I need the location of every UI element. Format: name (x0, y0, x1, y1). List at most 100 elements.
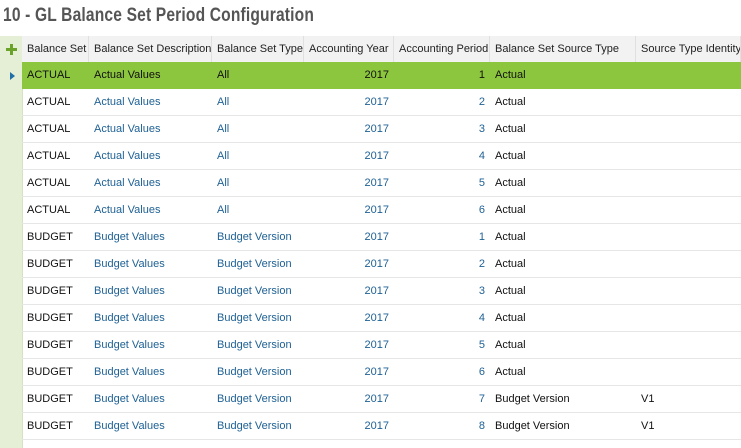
table-cell[interactable]: 1 (478, 231, 485, 243)
table-cell[interactable]: 3 (478, 123, 485, 135)
table-cell: Actual (495, 177, 526, 189)
table-row[interactable]: BUDGET Budget Values Budget Version 2017 6 Ac… (22, 359, 741, 386)
table-cell[interactable]: 3 (478, 285, 485, 297)
table-cell[interactable]: 4 (478, 150, 485, 162)
table-cell: Actual (495, 285, 526, 297)
table-cell: BUDGET (27, 339, 73, 351)
table-row[interactable]: ACTUAL Actual Values All 2017 6 Actual (22, 197, 741, 224)
table-row[interactable]: BUDGET Budget Values Budget Version 2017 8 Bu… (22, 413, 741, 440)
table-cell[interactable]: Actual Values (94, 123, 161, 135)
table-cell[interactable]: 2017 (364, 258, 389, 270)
table-cell[interactable]: Budget Values (94, 339, 165, 351)
header-row: Balance Set Balance Set Description Balanc… (22, 36, 741, 63)
table-row[interactable]: BUDGET Budget Values Budget Version 2017 4 Ac… (22, 305, 741, 332)
table-cell: All (217, 69, 230, 81)
table-cell[interactable]: 2017 (364, 366, 389, 378)
table-cell[interactable]: 2017 (364, 123, 389, 135)
table-cell[interactable]: Actual Values (94, 150, 161, 162)
table-row[interactable]: BUDGET Budget Values Budget Version 2017 2 Ac… (22, 251, 741, 278)
table-cell: Actual (495, 123, 526, 135)
page-title: 10 - GL Balance Set Period Configuration (3, 5, 315, 26)
table-cell[interactable]: Budget Values (94, 366, 165, 378)
table-cell: Actual (495, 96, 526, 108)
column-header[interactable]: Balance Set Type (212, 36, 304, 62)
table-row[interactable]: BUDGET Budget Values Budget Version 2017 1 Ac… (22, 224, 741, 251)
table-row[interactable]: BUDGET Budget Values Budget Version 2017 7 Bu… (22, 386, 741, 413)
table-cell: ACTUAL (27, 96, 71, 108)
column-header[interactable]: Balance Set Description (89, 36, 212, 62)
table-cell[interactable]: 8 (478, 420, 485, 432)
table-cell[interactable]: 2017 (364, 339, 389, 351)
table-cell[interactable]: Budget Version (217, 312, 292, 324)
table-cell[interactable]: 2017 (364, 150, 389, 162)
table-cell[interactable]: Budget Version (217, 258, 292, 270)
table-cell: ACTUAL (27, 69, 71, 81)
table-cell[interactable]: Budget Values (94, 420, 165, 432)
table-cell[interactable]: All (217, 177, 230, 189)
table-cell: Actual (495, 69, 526, 81)
table-row[interactable]: ACTUAL Actual Values All 2017 1 Actual (22, 62, 741, 89)
table-cell[interactable]: All (217, 204, 230, 216)
column-header[interactable]: Balance Set (22, 36, 89, 62)
table-cell[interactable]: 2017 (364, 204, 389, 216)
table-row[interactable]: ACTUAL Actual Values All 2017 3 Actual (22, 116, 741, 143)
table-cell[interactable]: 6 (478, 204, 485, 216)
add-row-button[interactable] (6, 44, 17, 55)
table-cell[interactable]: Budget Values (94, 393, 165, 405)
table-cell[interactable]: 2017 (364, 177, 389, 189)
table-row[interactable]: ACTUAL Actual Values All 2017 2 Actual (22, 89, 741, 116)
table-cell: Actual (495, 231, 526, 243)
table-cell[interactable]: 2017 (364, 420, 389, 432)
table-cell: Actual (495, 258, 526, 270)
table-row[interactable]: ACTUAL Actual Values All 2017 5 Actual (22, 170, 741, 197)
table-cell: BUDGET (27, 393, 73, 405)
column-header[interactable]: Source Type Identity (636, 36, 741, 62)
table-cell[interactable]: 6 (478, 366, 485, 378)
data-grid: Balance Set Balance Set Description Balanc… (0, 36, 741, 448)
table-cell[interactable]: 2 (478, 258, 485, 270)
table-cell[interactable]: Actual Values (94, 96, 161, 108)
table-cell[interactable]: 5 (478, 339, 485, 351)
table-cell: Actual (495, 366, 526, 378)
table-cell: Budget Version (495, 420, 570, 432)
table-cell[interactable]: 2017 (364, 285, 389, 297)
column-header[interactable]: Accounting Year (304, 36, 394, 62)
table-cell[interactable]: Budget Values (94, 312, 165, 324)
table-cell: BUDGET (27, 312, 73, 324)
selected-row-indicator (10, 72, 15, 80)
table-cell: BUDGET (27, 420, 73, 432)
table-cell[interactable]: Budget Version (217, 339, 292, 351)
table-cell[interactable]: Budget Values (94, 231, 165, 243)
table-cell: Actual (495, 339, 526, 351)
table-cell[interactable]: Budget Version (217, 285, 292, 297)
table-cell: Budget Version (495, 393, 570, 405)
table-cell[interactable]: 2 (478, 96, 485, 108)
table-cell[interactable]: Budget Version (217, 393, 292, 405)
table-row[interactable]: BUDGET Budget Values Budget Version 2017 5 Ac… (22, 332, 741, 359)
table-cell[interactable]: Budget Version (217, 366, 292, 378)
table-cell[interactable]: Budget Values (94, 285, 165, 297)
table-cell[interactable]: Budget Version (217, 420, 292, 432)
table-cell[interactable]: Actual Values (94, 177, 161, 189)
column-header[interactable]: Balance Set Source Type (490, 36, 636, 62)
table-cell[interactable]: 2017 (364, 231, 389, 243)
table-cell[interactable]: 4 (478, 312, 485, 324)
table-cell[interactable]: Actual Values (94, 204, 161, 216)
table-cell: ACTUAL (27, 123, 71, 135)
table-cell: ACTUAL (27, 177, 71, 189)
table-row[interactable]: BUDGET Budget Values Budget Version 2017 3 Ac… (22, 278, 741, 305)
table-cell[interactable]: 5 (478, 177, 485, 189)
table-cell[interactable]: Budget Version (217, 231, 292, 243)
column-header[interactable]: Accounting Period (394, 36, 490, 62)
table-cell[interactable]: All (217, 96, 230, 108)
table-cell[interactable]: All (217, 123, 230, 135)
table-cell[interactable]: All (217, 150, 230, 162)
table-cell[interactable]: 2017 (364, 393, 389, 405)
table-cell[interactable]: 2017 (364, 96, 389, 108)
table-cell: BUDGET (27, 366, 73, 378)
table-row[interactable]: ACTUAL Actual Values All 2017 4 Actual (22, 143, 741, 170)
table-cell[interactable]: Budget Values (94, 258, 165, 270)
table-cell[interactable]: 2017 (364, 312, 389, 324)
table-cell[interactable]: 7 (478, 393, 485, 405)
